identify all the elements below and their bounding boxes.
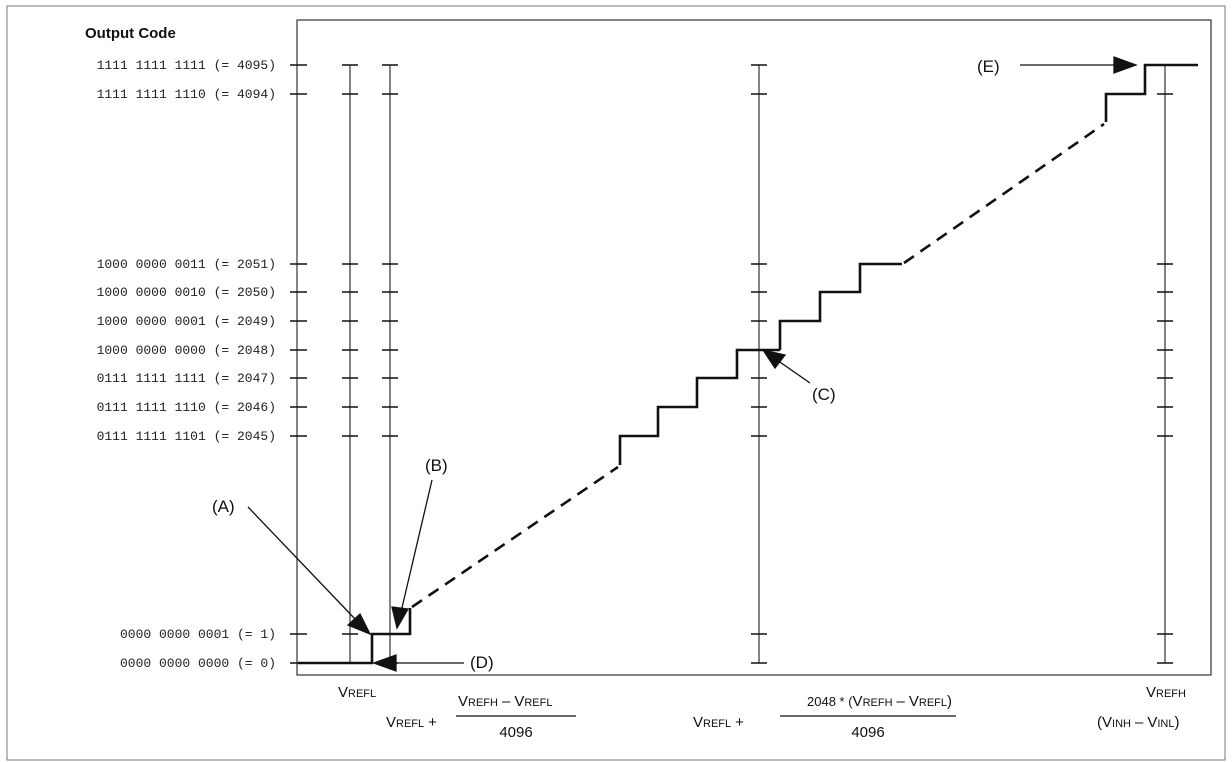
transfer-staircase (298, 63, 1198, 665)
code-label-1: 0000 0000 0001 (= 1) (120, 627, 276, 642)
arrow-d-head (372, 654, 397, 672)
code-label-2046: 0111 1111 1110 (= 2046) (97, 400, 276, 415)
code-label-2051: 1000 0000 0011 (= 2051) (97, 257, 276, 272)
y-axis-labels: 1111 1111 1111 (= 4095) 1111 1111 1110 (… (97, 58, 276, 671)
staircase-bottom (298, 608, 412, 665)
xlabel-vrefl: VREFL (338, 684, 376, 701)
code-label-2050: 1000 0000 0010 (= 2050) (97, 285, 276, 300)
arrow-b-head (391, 606, 410, 630)
callout-b: (B) (425, 456, 448, 475)
arrow-e-head (1113, 56, 1138, 74)
callout-d: (D) (470, 653, 494, 672)
xlabel-one-lsb-numerator: VREFH – VREFL (458, 693, 552, 710)
xlabel-one-lsb-prefix: VREFL + (386, 714, 437, 731)
xlabel-midscale-numerator: 2048 * (VREFH – VREFL) (807, 693, 952, 710)
code-label-4094: 1111 1111 1110 (= 4094) (97, 87, 276, 102)
y-axis-ticks (290, 64, 307, 664)
code-label-2049: 1000 0000 0001 (= 2049) (97, 314, 276, 329)
staircase-lower-mid (618, 348, 780, 465)
xlabel-midscale-denominator: 4096 (851, 724, 884, 741)
arrow-b-line (400, 479, 433, 613)
code-label-2045: 0111 1111 1101 (= 2045) (97, 429, 276, 444)
xlabel-one-lsb-denominator: 4096 (499, 724, 532, 741)
transfer-dashed (411, 122, 1105, 609)
arrow-a-line (247, 506, 357, 621)
diagram-title: Output Code (85, 25, 176, 42)
code-label-4095: 1111 1111 1111 (= 4095) (97, 58, 276, 73)
vertical-reference-lines (349, 65, 1166, 663)
dashed-segment-upper (903, 122, 1105, 265)
arrow-c-head (761, 349, 787, 370)
vertical-line-ticks (342, 64, 1173, 664)
plot-box (296, 19, 1212, 676)
callout-arrows (247, 56, 1138, 672)
xlabel-vin-range: (VINH – VINL) (1097, 714, 1179, 731)
callout-e: (E) (977, 57, 1000, 76)
dashed-segment-lower (411, 465, 619, 609)
code-label-0: 0000 0000 0000 (= 0) (120, 656, 276, 671)
staircase-top (1104, 63, 1198, 122)
callout-c: (C) (812, 385, 836, 404)
code-label-2047: 0111 1111 1111 (= 2047) (97, 371, 276, 386)
arrow-c-line (776, 359, 811, 384)
callout-a: (A) (212, 497, 235, 516)
code-label-2048: 1000 0000 0000 (= 2048) (97, 343, 276, 358)
xlabel-vrefh: VREFH (1146, 684, 1186, 701)
outer-frame (6, 5, 1226, 761)
arrow-a-head (346, 612, 372, 636)
staircase-upper-mid (778, 262, 902, 350)
xlabel-midscale-prefix: VREFL + (693, 714, 744, 731)
